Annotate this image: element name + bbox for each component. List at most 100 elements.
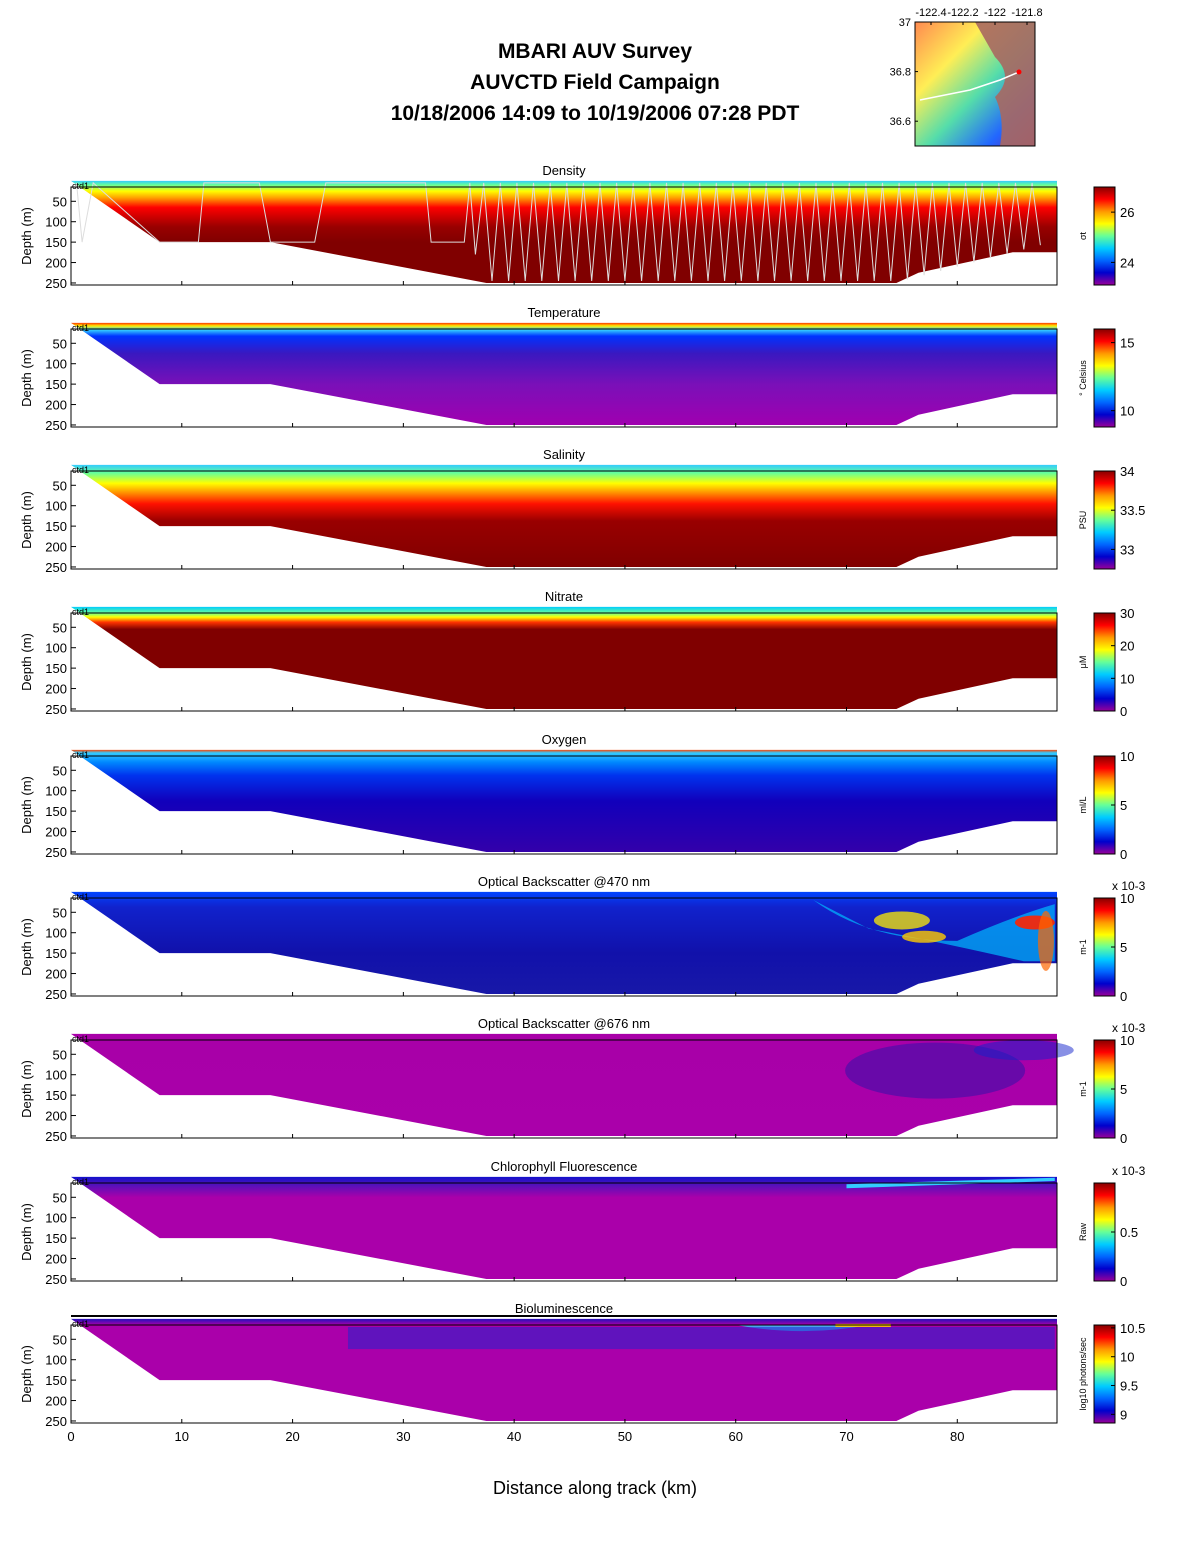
panel-title: Bioluminescence [515,1301,613,1316]
colorbar [1093,612,1116,712]
panel-title: Optical Backscatter @470 nm [478,874,650,889]
y-tick-label: 100 [45,1211,67,1226]
colorbar-multiplier: x 10-3 [1112,879,1146,893]
y-tick-label: 200 [45,1394,67,1409]
colorbar-unit: σt [1078,231,1088,240]
panel-density: Density ctd1 50 100 150 200 250 Depth (m) 26 24 σt [19,163,1134,291]
y-tick-label: 200 [45,967,67,982]
y-tick-label: 200 [45,256,67,271]
colorbar-tick-label: 0 [1120,989,1127,1004]
colorbar-multiplier: x 10-3 [1112,1164,1146,1178]
map-lon-label: -122 [984,7,1006,19]
figure-subtitle: AUVCTD Field Campaign [470,71,720,94]
y-axis-label: Depth (m) [19,633,34,691]
colorbar-tick-label: 5 [1120,798,1127,813]
panel-frame [70,897,1058,997]
colorbar-tick-label: 24 [1120,255,1134,270]
y-tick-label: 50 [53,1047,67,1062]
colorbar-tick-label: 10 [1120,1033,1134,1048]
colorbar-tick-label: 10 [1120,1350,1134,1365]
y-tick-label: 150 [45,235,67,250]
section-fill [71,606,1057,709]
x-tick-label: 20 [285,1429,299,1444]
panel-title: Temperature [528,305,601,320]
map-lat-label: 37 [899,17,911,29]
colorbar-tick-label: 20 [1120,639,1134,654]
auv-track [76,181,1041,281]
station-label: ctd1 [72,1177,89,1187]
y-tick-label: 150 [45,1231,67,1246]
y-tick-label: 250 [45,1272,67,1287]
y-tick-label: 150 [45,804,67,819]
panel-frame [70,186,1058,286]
y-tick-label: 200 [45,682,67,697]
x-tick-label: 60 [728,1429,742,1444]
y-tick-label: 200 [45,1109,67,1124]
colorbar-unit: ° Celsius [1078,360,1088,396]
colorbar-tick-label: 5 [1120,940,1127,955]
colorbar-tick-label: 9.5 [1120,1379,1138,1394]
y-axis-label: Depth (m) [19,1345,34,1403]
station-label: ctd1 [72,1319,89,1329]
backscatter-patch [873,911,930,930]
map-lon-label: -122.4 [915,7,946,19]
colorbar-unit: m-1 [1078,939,1088,955]
panel-title: Nitrate [545,589,583,604]
y-tick-label: 200 [45,1252,67,1267]
y-tick-label: 150 [45,661,67,676]
y-tick-label: 200 [45,540,67,555]
y-tick-label: 100 [45,926,67,941]
station-label: ctd1 [72,323,89,333]
y-tick-label: 150 [45,946,67,961]
station-label: ctd1 [72,465,89,475]
x-axis-label: Distance along track (km) [492,1478,698,1498]
panel-salinity: Salinity ctd1 50 100 150 200 250 Depth (m) 34 33.… [19,447,1145,575]
y-tick-label: 50 [53,620,67,635]
colorbar-tick-label: 10 [1120,891,1134,906]
colorbar [1093,186,1116,286]
map-lat-label: 36.8 [890,67,911,79]
figure-date-range: 10/18/2006 14:09 to 10/19/2006 07:28 PDT [390,102,800,125]
station-label: ctd1 [72,607,89,617]
y-tick-label: 50 [53,478,67,493]
panel-optical-backscatter-470-nm: Optical Backscatter @470 nmctd1501001502… [19,874,1146,1004]
colorbar [1093,1324,1116,1424]
y-tick-label: 50 [53,336,67,351]
section-fill [71,1033,1057,1136]
station-label: ctd1 [72,181,89,191]
colorbar-unit: μM [1078,656,1088,669]
colorbar-tick-label: 33.5 [1120,503,1145,518]
y-tick-label: 200 [45,825,67,840]
colorbar-tick-label: 0 [1120,1131,1127,1146]
y-axis-label: Depth (m) [19,491,34,549]
station-label: ctd1 [72,750,89,760]
colorbar [1093,328,1116,428]
y-tick-label: 250 [45,1414,67,1429]
y-axis-label: Depth (m) [19,776,34,834]
x-tick-label: 40 [507,1429,521,1444]
map-auv-track [919,71,1020,101]
y-axis-label: Depth (m) [19,349,34,407]
panel-title: Chlorophyll Fluorescence [491,1159,638,1174]
colorbar-tick-label: 9 [1120,1407,1127,1422]
y-tick-label: 250 [45,560,67,575]
colorbar-multiplier: x 10-3 [1112,1021,1146,1035]
y-axis-label: Depth (m) [19,1060,34,1118]
panel-frame [70,1182,1058,1282]
y-tick-label: 100 [45,641,67,656]
colorbar-tick-label: 15 [1120,336,1134,351]
map-end-marker [1016,69,1022,75]
backscatter-patch [845,1042,1026,1099]
map-inset: -122.4 -122.2 -122 -121.8 37 36.8 36.6 [890,7,1043,147]
panel-title: Density [542,163,586,178]
panel-frame [70,612,1058,712]
panel-temperature: Temperature ctd1 50 100 150 200 250 Depth (m) 15… [19,305,1134,433]
colorbar-tick-label: 30 [1120,606,1134,621]
biolum-band [347,1327,1055,1350]
y-axis-label: Depth (m) [19,918,34,976]
y-tick-label: 100 [45,499,67,514]
map-land [975,22,1035,146]
